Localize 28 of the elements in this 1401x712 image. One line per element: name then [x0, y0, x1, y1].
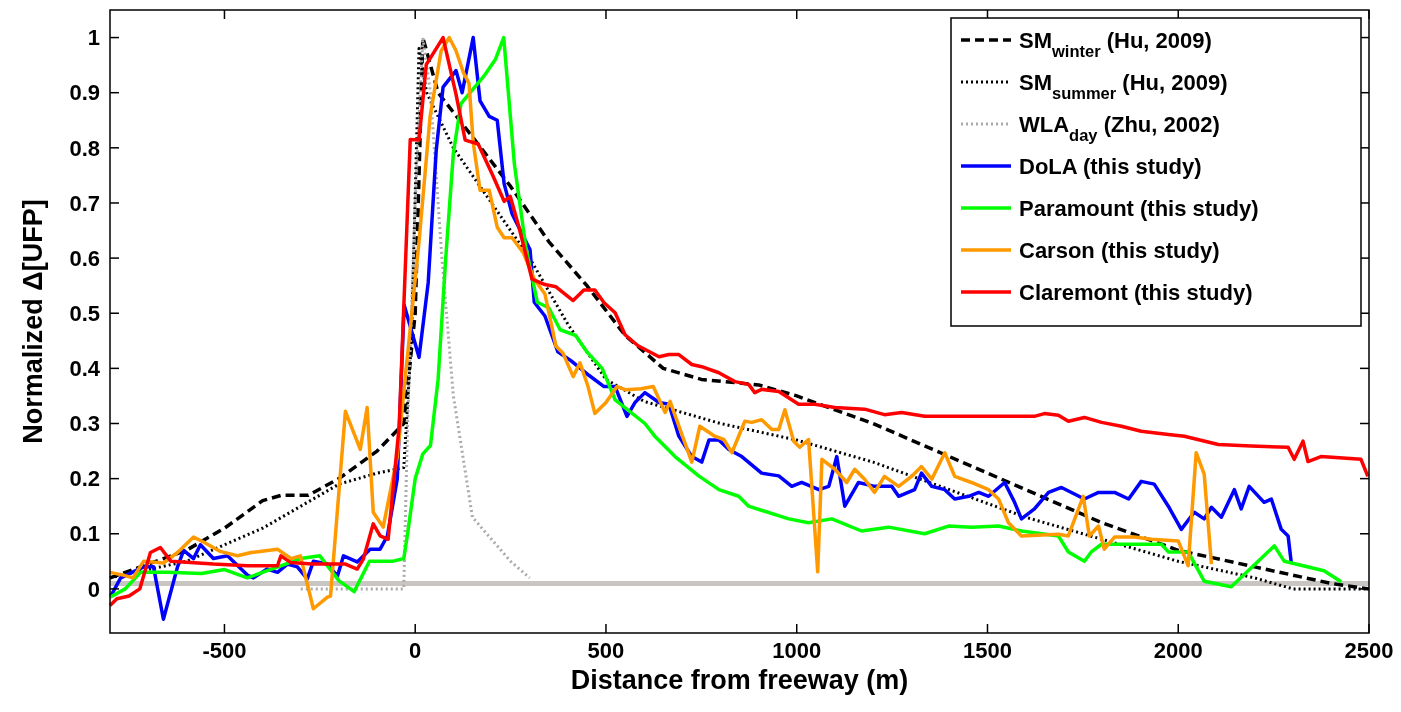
x-axis-title: Distance from freeway (m) [570, 665, 909, 695]
y-tick-label: 0.2 [69, 466, 100, 492]
x-tick-label: -500 [202, 638, 247, 663]
line-series [299, 36, 532, 591]
x-tick-label: 1500 [963, 638, 1012, 663]
y-tick-label: 0.3 [69, 411, 100, 437]
y-tick-label: 1 [87, 25, 100, 51]
y-tick-label: 0.9 [69, 80, 100, 106]
y-tick-label: 0.7 [69, 190, 100, 216]
legend-label: Claremont (this study) [1019, 280, 1253, 305]
x-tick-label: 2000 [1153, 638, 1203, 663]
y-tick-label: 0.8 [69, 135, 100, 161]
y-tick-label: 0.6 [69, 245, 100, 271]
y-axis-title: Normalized Δ[UFP] [18, 199, 48, 444]
x-tick-label: 1000 [772, 638, 822, 663]
y-tick-label: 0.1 [69, 521, 100, 547]
x-tick-label: 0 [409, 638, 422, 663]
y-tick-label: 0.4 [69, 356, 101, 382]
x-tick-label: 500 [587, 638, 625, 663]
legend-label: SM$_{winter}$ (Hu, 2009) [1019, 28, 1212, 60]
legend-label: Carson (this study) [1019, 238, 1220, 263]
y-tick-label: 0 [87, 576, 100, 602]
legend-label: SM$_{summer}$ (Hu, 2009) [1019, 70, 1228, 102]
legend-label: WLA$_{day}$ (Zhu, 2002) [1019, 112, 1220, 144]
x-tick-label: 2500 [1344, 638, 1394, 663]
y-tick-label: 0.5 [69, 300, 100, 326]
legend-label: Paramount (this study) [1019, 196, 1259, 221]
legend-label: DoLA (this study) [1019, 154, 1202, 179]
